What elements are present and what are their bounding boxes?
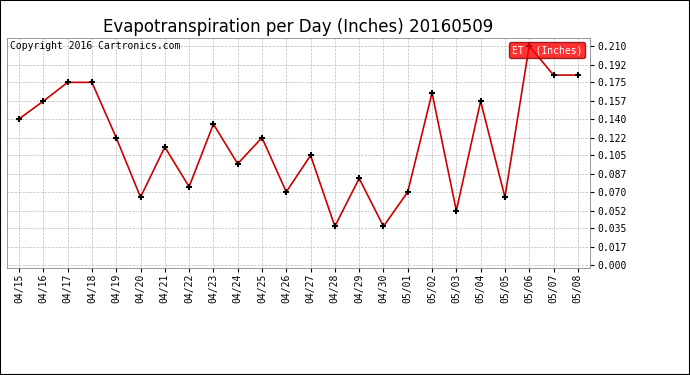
Legend: ET  (Inches): ET (Inches) — [509, 42, 585, 58]
Text: Copyright 2016 Cartronics.com: Copyright 2016 Cartronics.com — [10, 41, 181, 51]
Title: Evapotranspiration per Day (Inches) 20160509: Evapotranspiration per Day (Inches) 2016… — [104, 18, 493, 36]
